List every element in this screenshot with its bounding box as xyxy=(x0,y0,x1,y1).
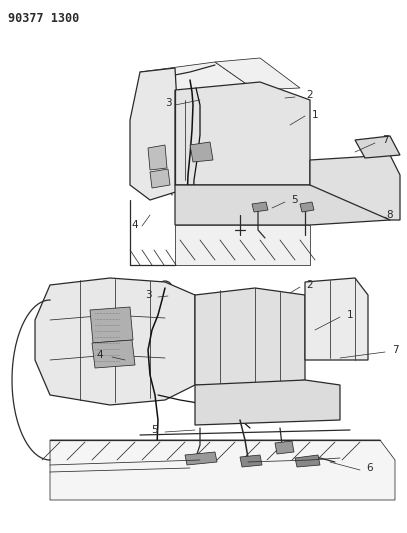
Text: 8: 8 xyxy=(387,210,393,220)
Text: 2: 2 xyxy=(307,280,313,290)
Text: 2: 2 xyxy=(307,90,313,100)
Text: 90377 1300: 90377 1300 xyxy=(8,12,79,25)
Polygon shape xyxy=(275,441,294,454)
Polygon shape xyxy=(190,142,213,162)
Polygon shape xyxy=(305,278,368,360)
Polygon shape xyxy=(150,169,170,188)
Polygon shape xyxy=(185,452,217,465)
Text: 6: 6 xyxy=(367,463,373,473)
Polygon shape xyxy=(175,178,390,225)
Polygon shape xyxy=(92,340,135,368)
Polygon shape xyxy=(295,455,320,467)
Text: 7: 7 xyxy=(382,135,388,145)
Polygon shape xyxy=(195,380,340,425)
Polygon shape xyxy=(300,202,314,212)
Text: 3: 3 xyxy=(144,290,151,300)
Polygon shape xyxy=(240,455,262,467)
Polygon shape xyxy=(195,288,305,388)
Polygon shape xyxy=(175,225,310,265)
Polygon shape xyxy=(355,136,400,158)
Text: 1: 1 xyxy=(347,310,353,320)
Polygon shape xyxy=(140,62,255,100)
Polygon shape xyxy=(252,202,268,212)
Polygon shape xyxy=(130,68,182,200)
Text: 7: 7 xyxy=(392,345,398,355)
Polygon shape xyxy=(215,58,300,90)
Polygon shape xyxy=(310,155,400,220)
Text: 1: 1 xyxy=(312,110,318,120)
Polygon shape xyxy=(50,440,395,500)
Text: 5: 5 xyxy=(152,425,158,435)
Text: 5: 5 xyxy=(292,195,298,205)
Polygon shape xyxy=(148,145,167,170)
Text: 3: 3 xyxy=(165,98,171,108)
Polygon shape xyxy=(35,278,195,405)
Text: 4: 4 xyxy=(132,220,138,230)
Polygon shape xyxy=(175,82,310,185)
Polygon shape xyxy=(90,307,133,343)
Text: 4: 4 xyxy=(97,350,103,360)
